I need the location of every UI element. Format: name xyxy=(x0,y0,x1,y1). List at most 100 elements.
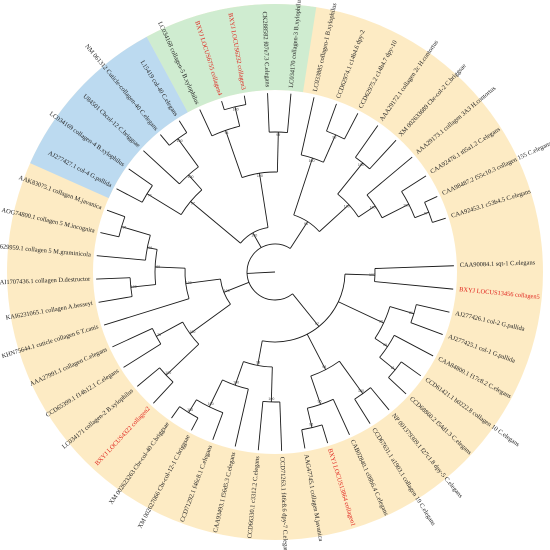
branch-radial xyxy=(128,168,153,186)
bootstrap-label: 100 xyxy=(370,206,376,210)
bootstrap-label: 100 xyxy=(189,330,195,334)
branch-radial xyxy=(190,201,241,244)
branch-radial xyxy=(243,95,247,105)
bootstrap-label: 99 xyxy=(148,246,152,250)
branch-radial xyxy=(374,337,388,348)
bootstrap-label: 74 xyxy=(148,193,152,197)
bootstrap-label: 100 xyxy=(233,380,239,384)
branch-radial xyxy=(279,401,283,451)
bootstrap-label: 100 xyxy=(309,159,315,163)
bootstrap-label: 100 xyxy=(177,139,183,143)
branch-radial xyxy=(374,265,454,269)
branch-radial xyxy=(234,388,249,447)
branch-radial xyxy=(123,343,162,368)
branch-radial xyxy=(338,301,384,324)
branch-radial xyxy=(188,399,197,413)
branch-radial xyxy=(432,217,446,223)
branch-radial xyxy=(410,322,443,336)
branch-radial xyxy=(136,367,160,387)
branch-arc xyxy=(310,360,340,377)
bootstrap-label: 100 xyxy=(186,281,192,285)
branch-arc xyxy=(118,216,126,237)
bootstrap-label: 100 xyxy=(358,389,364,393)
branch-radial xyxy=(276,132,279,173)
bootstrap-label: 89 xyxy=(156,265,160,269)
clade-sector-green xyxy=(146,4,317,113)
branch-radial xyxy=(259,173,269,228)
leaf-label: CCD71263.1 f46c8.6 dpy-7 C.elegans xyxy=(278,457,289,550)
branch-radial xyxy=(354,398,371,424)
branch-radial xyxy=(323,134,337,163)
branch-radial xyxy=(321,424,329,444)
branch-radial xyxy=(247,271,276,274)
bootstrap-label: 100 xyxy=(233,108,239,112)
bootstrap-label: 98 xyxy=(379,320,383,324)
bootstrap-label: 99 xyxy=(276,133,280,137)
bootstrap-label: 96 xyxy=(304,222,308,226)
branch-arc xyxy=(374,306,391,339)
branch-radial xyxy=(121,226,151,236)
branch-arc xyxy=(354,387,371,400)
branch-radial xyxy=(171,406,180,419)
branch-arc xyxy=(129,277,133,297)
branch-radial xyxy=(212,412,224,440)
branch-radial xyxy=(424,196,438,203)
branch-arc xyxy=(243,361,273,368)
branch-arc xyxy=(141,185,153,203)
bootstrap-label: 100 xyxy=(224,289,230,293)
bootstrap-label: 100 xyxy=(208,402,214,406)
branch-radial xyxy=(270,366,273,402)
branch-radial xyxy=(234,106,241,127)
branch-radial xyxy=(252,232,262,248)
branch-radial xyxy=(301,429,306,449)
branch-radial xyxy=(344,273,375,276)
branch-radial xyxy=(199,109,213,137)
branch-radial xyxy=(293,157,313,216)
branch-radial xyxy=(401,175,427,192)
clade-sector-blue xyxy=(30,36,188,199)
branch-radial xyxy=(165,343,200,376)
branch-arc xyxy=(179,166,199,185)
bootstrap-label: 100 xyxy=(403,204,409,208)
branch-radial xyxy=(287,93,292,133)
branch-arc xyxy=(151,328,162,345)
bootstrap-label: 100 xyxy=(369,273,375,277)
bootstrap-label: 100 xyxy=(344,205,350,209)
branch-radial xyxy=(289,221,309,249)
branch-radial xyxy=(389,306,414,315)
branch-radial xyxy=(381,203,410,219)
bootstrap-label: 100 xyxy=(358,163,364,167)
branch-radial xyxy=(106,209,126,218)
leaf-label: CK288582 f07e7.3 C.elegans xyxy=(261,11,271,87)
branch-radial xyxy=(414,211,429,219)
bootstrap-label: 96 xyxy=(309,423,313,427)
branch-radial xyxy=(96,277,131,280)
branch-radial xyxy=(310,375,321,405)
branch-arc xyxy=(410,304,417,323)
bootstrap-label: 100 xyxy=(251,233,257,237)
bootstrap-label: 100 xyxy=(165,371,171,375)
branch-radial xyxy=(143,150,180,185)
branch-radial xyxy=(130,284,156,288)
branch-radial xyxy=(160,134,170,146)
bootstrap-label: 99 xyxy=(332,135,336,139)
bootstrap-label: 96 xyxy=(318,400,322,404)
bootstrap-label: 97 xyxy=(191,201,195,205)
branch-arc xyxy=(366,194,383,219)
branch-radial xyxy=(178,120,188,133)
branch-radial xyxy=(257,340,263,366)
branch-radial xyxy=(225,130,243,178)
branch-radial xyxy=(358,205,376,218)
branch-radial xyxy=(177,138,199,168)
branch-radial xyxy=(156,321,183,337)
branch-radial xyxy=(326,103,337,132)
branch-radial xyxy=(191,417,199,431)
branch-radial xyxy=(98,296,133,303)
branch-radial xyxy=(257,401,264,451)
branch-radial xyxy=(319,204,350,232)
branch-arc xyxy=(196,399,224,414)
branch-radial xyxy=(155,266,186,269)
bootstrap-label: 100 xyxy=(131,285,137,289)
branch-radial xyxy=(103,298,190,326)
